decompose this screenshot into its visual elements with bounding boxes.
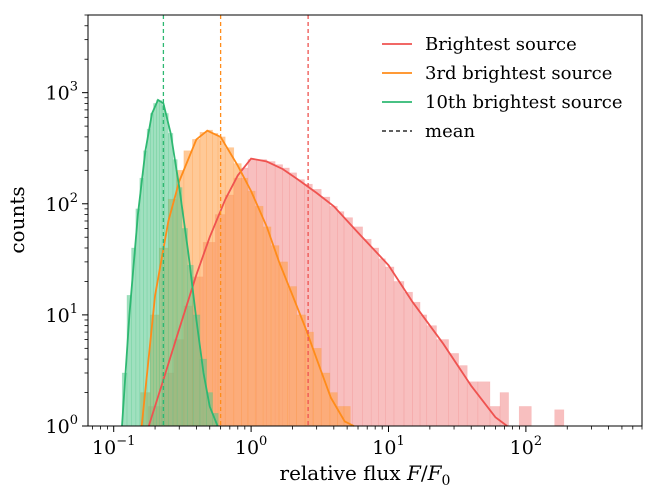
- x-axis-label-sub: 0: [442, 473, 451, 489]
- histogram-bar: [403, 291, 413, 427]
- legend-label: Brightest source: [425, 34, 577, 55]
- histogram-bar: [296, 314, 306, 427]
- legend-label: 3rd brightest source: [425, 63, 612, 84]
- histogram-bar: [156, 99, 160, 427]
- y-tick-label: 101: [46, 302, 78, 327]
- y-tick-exponent: 3: [70, 80, 78, 95]
- legend-label: mean: [425, 121, 475, 142]
- histogram-bar: [153, 103, 157, 427]
- histogram-bar: [181, 228, 188, 427]
- x-tick-label: 102: [510, 434, 542, 459]
- histogram-bar: [287, 286, 297, 427]
- y-tick-base: 10: [46, 416, 70, 438]
- histogram-bar: [233, 163, 242, 427]
- histogram-bar: [419, 314, 428, 427]
- histogram-bar: [270, 245, 280, 427]
- histogram-bar: [370, 247, 379, 427]
- histogram-bar: [477, 381, 491, 427]
- x-axis-label-base: F: [427, 461, 443, 485]
- histogram-bar: [212, 133, 219, 427]
- histogram-bar: [412, 301, 421, 427]
- histogram-bar: [168, 133, 174, 427]
- histogram-bar: [378, 258, 386, 427]
- x-tick-base: 10: [92, 437, 116, 459]
- y-tick-label: 103: [46, 80, 78, 105]
- histogram-bar: [217, 136, 226, 427]
- y-tick-label: 102: [46, 191, 78, 216]
- x-tick-label: 100: [235, 434, 267, 459]
- y-tick-exponent: 2: [70, 191, 78, 206]
- fit-curve-3rd-brightest-source: [140, 129, 355, 427]
- x-axis-label-var: F: [406, 461, 422, 485]
- y-tick-base: 10: [46, 83, 70, 105]
- x-tick-exponent: 2: [534, 434, 542, 449]
- histogram-bar: [254, 205, 264, 427]
- legend-entry-brightest-source: Brightest source: [382, 34, 577, 55]
- fit-curves: [121, 98, 508, 427]
- histogram-bar: [343, 217, 353, 427]
- legend: Brightest source 3rd brightest source 10th…: [382, 34, 623, 142]
- x-tick-exponent: 0: [259, 434, 267, 449]
- histogram-bar: [385, 266, 395, 427]
- histogram-bar: [240, 177, 249, 427]
- histogram-bar: [352, 226, 363, 427]
- histogram-bar: [139, 177, 144, 427]
- histogram-bar: [554, 409, 565, 427]
- histogram-bar: [146, 128, 151, 427]
- x-axis-label-text: relative flux: [280, 461, 408, 485]
- mean-lines: [162, 15, 309, 426]
- histogram-bar: [436, 339, 449, 427]
- y-tick-exponent: 1: [70, 302, 78, 317]
- x-axis-label: relative flux F/F0: [280, 461, 451, 489]
- histogram-bar: [262, 226, 272, 427]
- histogram-bars: [121, 99, 565, 427]
- x-axis-ticks: 10−1 100 101 102: [92, 426, 643, 459]
- y-tick-base: 10: [46, 305, 70, 327]
- x-tick-exponent: 1: [396, 434, 404, 449]
- histogram-bar: [337, 211, 345, 427]
- histogram-bar: [247, 190, 256, 427]
- y-tick-base: 10: [46, 194, 70, 216]
- x-tick-exponent: −1: [116, 434, 135, 449]
- plot-frame: [87, 14, 643, 427]
- y-axis-label: counts: [5, 186, 29, 253]
- fit-curve-10th-brightest-source: [121, 98, 219, 427]
- y-tick-exponent: 0: [70, 413, 78, 428]
- legend-entry-3rd-brightest-source: 3rd brightest source: [382, 63, 612, 84]
- x-tick-base: 10: [372, 437, 396, 459]
- histogram-bar: [192, 314, 201, 427]
- histogram-bar: [206, 129, 213, 427]
- x-axis-label-slash: /: [421, 461, 428, 485]
- histogram-bar: [362, 238, 372, 427]
- x-tick-base: 10: [235, 437, 259, 459]
- y-tick-label: 100: [46, 413, 78, 438]
- legend-entry-mean: mean: [382, 121, 475, 142]
- legend-entry-10th-brightest-source: 10th brightest source: [382, 92, 623, 113]
- histogram-bar: [426, 325, 437, 427]
- x-tick-label: 10−1: [92, 434, 135, 459]
- x-tick-label: 101: [372, 434, 404, 459]
- histogram-bar: [518, 406, 532, 427]
- histogram-bar: [278, 261, 288, 427]
- histogram-bar: [150, 113, 154, 427]
- histogram-bar: [164, 113, 169, 427]
- histogram-bar: [393, 281, 405, 427]
- fit-curve-brightest-source: [147, 157, 508, 427]
- x-tick-base: 10: [510, 437, 534, 459]
- legend-label: 10th brightest source: [425, 92, 623, 113]
- histogram-bar: [176, 187, 183, 427]
